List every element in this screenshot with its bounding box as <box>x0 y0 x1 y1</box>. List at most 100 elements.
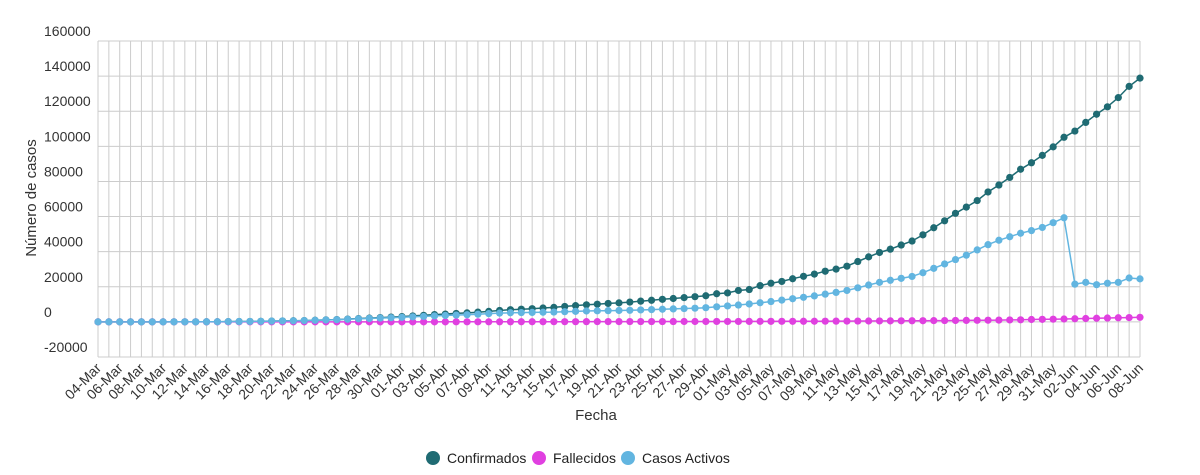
point-casos-activos <box>224 318 232 326</box>
point-casos-activos <box>420 312 428 321</box>
point-casos-activos <box>105 318 113 326</box>
y-tick-label: 60000 <box>44 199 83 215</box>
point-fallecidos <box>452 318 460 326</box>
point-casos-activos <box>333 316 341 324</box>
point-casos-activos <box>1103 279 1112 287</box>
y-tick-label: 80000 <box>44 163 83 179</box>
point-casos-activos <box>517 308 525 317</box>
point-casos-activos <box>550 308 558 316</box>
point-fallecidos <box>561 318 569 326</box>
point-confirmados <box>908 237 916 245</box>
point-casos-activos <box>821 290 829 298</box>
point-fallecidos <box>843 317 851 325</box>
point-confirmados <box>571 302 580 310</box>
point-fallecidos <box>420 318 428 326</box>
y-axis: 160000 140000 120000 100000 80000 60000 40000 2… <box>44 23 91 355</box>
point-casos-activos <box>713 303 721 311</box>
point-fallecidos <box>713 317 721 326</box>
point-casos-activos <box>680 304 688 313</box>
point-fallecidos <box>1027 315 1036 324</box>
point-casos-activos <box>626 306 634 314</box>
point-fallecidos <box>702 317 710 326</box>
point-casos-activos <box>995 236 1003 244</box>
point-fallecidos <box>550 318 558 326</box>
point-casos-activos <box>973 246 981 254</box>
point-casos-activos <box>452 311 460 319</box>
point-casos-activos <box>376 314 384 322</box>
point-fallecidos <box>517 318 525 326</box>
y-tick-label: 140000 <box>44 58 91 74</box>
point-fallecidos <box>593 318 601 326</box>
point-confirmados <box>821 267 829 275</box>
point-casos-activos <box>647 306 656 314</box>
point-casos-activos <box>148 318 156 326</box>
point-fallecidos <box>647 317 656 326</box>
point-casos-activos <box>1114 278 1122 286</box>
point-casos-activos <box>268 317 276 325</box>
plot-area <box>94 74 1144 326</box>
point-fallecidos <box>778 317 786 325</box>
point-casos-activos <box>789 295 797 303</box>
point-confirmados <box>1071 127 1079 135</box>
legend: Confirmados Fallecidos Casos Activos <box>426 450 730 466</box>
point-fallecidos <box>865 317 873 325</box>
point-casos-activos <box>1125 274 1133 282</box>
point-casos-activos <box>908 272 916 281</box>
point-confirmados <box>1125 82 1133 90</box>
point-fallecidos <box>430 318 439 326</box>
point-fallecidos <box>1060 315 1068 323</box>
point-casos-activos <box>984 241 992 249</box>
point-confirmados <box>756 282 764 290</box>
point-fallecidos <box>1038 315 1046 323</box>
point-casos-activos <box>116 318 124 326</box>
point-confirmados <box>1114 94 1122 102</box>
point-casos-activos <box>344 315 352 323</box>
point-casos-activos <box>213 318 221 326</box>
point-casos-activos <box>278 317 287 325</box>
point-casos-activos <box>756 299 764 307</box>
point-casos-activos <box>702 304 710 312</box>
y-tick-label: 40000 <box>44 234 83 250</box>
point-casos-activos <box>463 311 471 319</box>
point-fallecidos <box>799 317 808 325</box>
legend-swatch <box>532 451 546 465</box>
point-fallecidos <box>680 317 688 326</box>
point-fallecidos <box>789 317 797 325</box>
point-casos-activos <box>474 310 482 318</box>
point-casos-activos <box>202 318 211 326</box>
point-confirmados <box>875 248 884 257</box>
x-axis: 04-Mar06-Mar08-Mar10-Mar12-Mar14-Mar16-M… <box>61 360 1146 405</box>
point-confirmados <box>799 272 808 280</box>
point-confirmados <box>919 231 927 239</box>
point-casos-activos <box>951 255 960 264</box>
point-fallecidos <box>832 317 840 325</box>
point-confirmados <box>941 217 949 225</box>
point-fallecidos <box>951 316 960 325</box>
point-casos-activos <box>930 264 938 272</box>
legend-label: Fallecidos <box>553 450 616 466</box>
point-confirmados <box>897 241 905 249</box>
point-fallecidos <box>571 318 580 326</box>
point-casos-activos <box>1092 281 1101 289</box>
point-casos-activos <box>561 308 569 316</box>
point-casos-activos <box>506 309 515 317</box>
point-fallecidos <box>485 318 493 326</box>
point-fallecidos <box>821 317 829 325</box>
point-casos-activos <box>919 269 927 277</box>
point-casos-activos <box>843 286 851 295</box>
y-tick-label: 100000 <box>44 128 91 144</box>
point-casos-activos <box>1071 280 1079 288</box>
point-fallecidos <box>1082 314 1090 323</box>
point-confirmados <box>745 285 753 294</box>
point-casos-activos <box>289 317 297 325</box>
point-confirmados <box>1006 173 1014 182</box>
point-confirmados <box>995 181 1003 189</box>
point-casos-activos <box>235 317 243 326</box>
legend-label: Confirmados <box>447 450 526 466</box>
point-confirmados <box>767 279 775 287</box>
legend-swatch <box>426 451 440 465</box>
point-fallecidos <box>897 317 905 325</box>
y-tick-label: 160000 <box>44 23 91 39</box>
point-fallecidos <box>941 316 949 325</box>
